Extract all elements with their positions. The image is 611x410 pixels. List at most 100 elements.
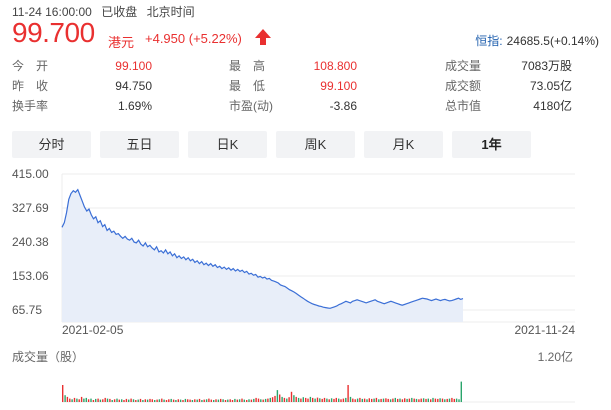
- tab-1[interactable]: 五日: [100, 131, 179, 158]
- volume-bar: [201, 400, 203, 402]
- volume-bar: [387, 398, 389, 402]
- tab-5[interactable]: 1年: [452, 131, 531, 158]
- volume-bar: [80, 396, 83, 402]
- volume-bar: [368, 398, 370, 402]
- stat-value: 7083万股: [521, 59, 572, 73]
- volume-bar: [404, 398, 406, 402]
- volume-bar: [165, 400, 168, 402]
- volume-bar: [243, 399, 245, 402]
- volume-bar: [323, 397, 326, 402]
- volume-bar: [297, 397, 300, 402]
- volume-bar: [118, 399, 120, 402]
- volume-bar: [246, 400, 248, 402]
- volume-bar: [102, 399, 104, 402]
- stat-value: 99.100: [115, 59, 152, 73]
- volume-bar: [78, 399, 80, 402]
- index-name[interactable]: 恒指:: [475, 34, 503, 48]
- volume-bar: [394, 397, 396, 402]
- current-price: 99.700: [12, 17, 95, 48]
- stat-label: 总市值: [445, 99, 482, 113]
- volume-bar: [446, 398, 448, 402]
- x-end-label: 2021-11-24: [515, 323, 576, 337]
- volume-bar: [76, 398, 78, 402]
- volume-bar: [222, 399, 224, 402]
- volume-bar: [281, 396, 283, 402]
- volume-bar: [151, 399, 153, 402]
- stat-value: 99.100: [320, 79, 357, 93]
- volume-bar: [255, 397, 257, 402]
- tab-0[interactable]: 分时: [12, 131, 91, 158]
- volume-bar: [99, 399, 102, 402]
- x-start-label: 2021-02-05: [62, 323, 124, 337]
- volume-bar: [425, 398, 427, 402]
- volume-bar: [397, 398, 399, 402]
- volume-bar: [217, 399, 220, 402]
- volume-bar: [97, 398, 99, 402]
- volume-bar: [109, 398, 111, 402]
- volume-bar: [385, 398, 387, 402]
- volume-bar: [415, 398, 418, 402]
- volume-bar: [453, 398, 455, 402]
- volume-bar: [411, 397, 413, 402]
- volume-bar: [198, 398, 201, 402]
- volume-bar: [125, 398, 128, 402]
- stat-value: 4180亿: [533, 99, 572, 113]
- volume-bar: [288, 397, 290, 402]
- stat-value: 108.800: [313, 59, 357, 73]
- volume-bar: [371, 398, 373, 402]
- stat-value: 94.750: [115, 79, 152, 93]
- volume-bar: [309, 396, 312, 402]
- volume-bar: [168, 399, 170, 402]
- volume-bar: [345, 397, 347, 402]
- volume-bar: [363, 398, 366, 402]
- volume-bar: [342, 398, 345, 402]
- volume-bar: [83, 398, 85, 402]
- tab-4[interactable]: 月K: [364, 131, 443, 158]
- volume-bar: [116, 398, 118, 402]
- volume-bar: [149, 398, 151, 402]
- volume-bar: [64, 395, 66, 402]
- price-change: +4.950 (+5.22%): [145, 31, 242, 46]
- volume-bar: [307, 398, 309, 402]
- volume-bar: [62, 385, 64, 402]
- volume-bar: [236, 399, 238, 402]
- index-quote[interactable]: 恒指: 24685.5(+0.14%): [475, 32, 599, 49]
- tab-2[interactable]: 日K: [188, 131, 267, 158]
- volume-bar: [444, 399, 446, 402]
- volume-bar: [434, 398, 437, 402]
- volume-bar: [333, 398, 335, 402]
- volume-bar: [312, 397, 314, 402]
- volume-bar: [448, 398, 451, 402]
- volume-bar: [335, 397, 337, 402]
- volume-bar: [179, 399, 182, 402]
- volume-bar: [427, 398, 429, 402]
- volume-bar: [262, 399, 264, 402]
- volume-bar: [418, 399, 420, 402]
- volume-bar: [406, 398, 408, 402]
- volume-bar: [69, 398, 71, 402]
- currency-unit: 港元: [108, 35, 135, 50]
- volume-bar: [248, 399, 250, 402]
- volume-bar: [104, 397, 106, 402]
- volume-bar: [71, 399, 73, 402]
- volume-bar: [241, 398, 243, 402]
- volume-bar: [328, 399, 330, 402]
- stats-row: 昨 收 94.750 最 低 99.100 成交额 73.05亿: [12, 76, 602, 96]
- volume-bar: [389, 399, 392, 402]
- volume-bar: [257, 398, 260, 402]
- quote-timestamp-bar: 11-24 16:00:00 已收盘 北京时间: [12, 3, 201, 20]
- stat-value: 73.05亿: [529, 79, 572, 93]
- volume-bar: [264, 398, 267, 402]
- tab-3[interactable]: 周K: [276, 131, 355, 158]
- volume-bar: [182, 400, 184, 402]
- volume-bar: [380, 398, 382, 402]
- stat-label: 市盈(动): [229, 99, 273, 113]
- volume-bar: [95, 398, 97, 402]
- volume-bar: [220, 398, 222, 402]
- volume-bar: [191, 400, 194, 402]
- volume-bar: [189, 399, 191, 402]
- stat-label: 最 低: [229, 79, 266, 93]
- volume-bar: [224, 400, 227, 402]
- volume-bar: [130, 398, 132, 402]
- market-status: 已收盘: [101, 5, 138, 19]
